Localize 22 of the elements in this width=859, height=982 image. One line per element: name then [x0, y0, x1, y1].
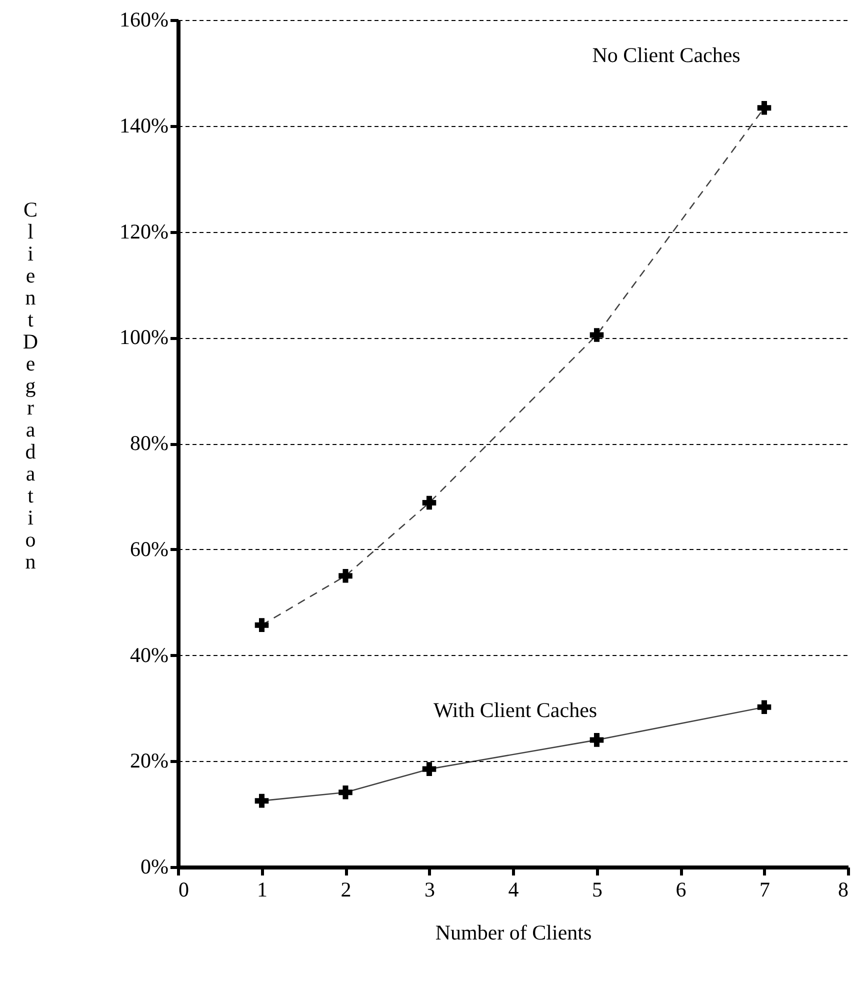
x-tick-label: 1 [257, 878, 268, 902]
x-tick-label: 7 [760, 878, 770, 902]
y-tick-label: 60% [130, 536, 168, 561]
x-tick-label: 5 [592, 878, 602, 902]
x-tick-label: 2 [340, 878, 352, 902]
y-tick-label: 100% [120, 325, 168, 350]
series-label: No Client Caches [592, 42, 740, 67]
x-tick-label: 0 [178, 878, 189, 902]
y-tick-label: 160% [120, 8, 168, 32]
y-tick-label: 120% [120, 219, 168, 244]
x-tick-label: 8 [838, 878, 848, 902]
y-tick-label: 140% [120, 113, 168, 138]
series-label: With Client Caches [433, 698, 598, 722]
y-tick-label: 40% [130, 642, 168, 667]
x-tick-label: 3 [424, 878, 435, 902]
x-tick-label: 6 [676, 878, 686, 902]
x-tick-label: 4 [508, 878, 520, 902]
text: Client Degradation [22, 198, 38, 574]
x-axis-title: Number of Clients [435, 920, 592, 944]
y-tick-label: 80% [130, 431, 168, 455]
y-tick-label: 20% [130, 748, 168, 773]
y-tick-label: 0% [140, 854, 168, 878]
